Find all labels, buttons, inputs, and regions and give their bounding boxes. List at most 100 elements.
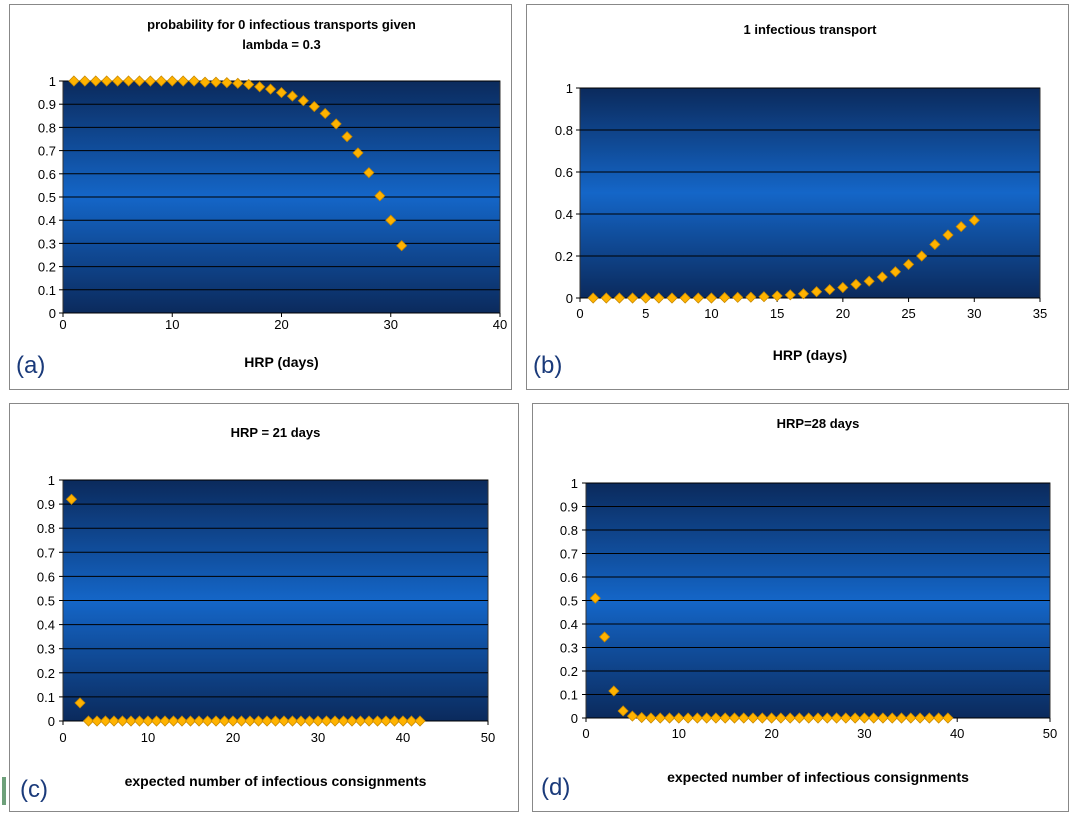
- data-point: [380, 715, 392, 727]
- y-tick-label: 0: [48, 714, 55, 729]
- plot-area: [579, 87, 1041, 299]
- data-point: [719, 292, 731, 304]
- data-point: [243, 78, 255, 91]
- y-tick-label: 0.6: [38, 167, 56, 182]
- x-tick-label: 50: [1043, 726, 1057, 741]
- data-point: [388, 715, 401, 727]
- data-point: [101, 75, 113, 87]
- y-tick-label: 0.2: [38, 260, 56, 275]
- data-point: [188, 75, 200, 87]
- chart-title: HRP=28 days: [777, 416, 860, 431]
- data-point: [682, 712, 694, 724]
- y-tick-label: 0.1: [560, 688, 578, 703]
- y-tick-label: 0.8: [38, 120, 56, 135]
- data-point: [385, 214, 397, 226]
- y-tick-label: 1: [49, 74, 56, 89]
- data-point: [821, 712, 833, 724]
- data-point: [184, 715, 197, 727]
- data-point: [397, 715, 409, 727]
- data-point: [112, 75, 124, 87]
- y-tick-label: 0.3: [37, 642, 55, 657]
- chart-title: HRP = 21 days: [231, 425, 321, 440]
- data-point: [354, 715, 367, 727]
- data-point: [824, 284, 836, 296]
- x-tick-label: 40: [396, 730, 410, 745]
- data-point: [849, 712, 861, 724]
- data-point: [252, 715, 265, 727]
- data-point: [617, 705, 629, 717]
- data-point: [598, 631, 611, 643]
- y-tick-label: 0.4: [560, 617, 578, 632]
- data-point: [65, 493, 78, 505]
- data-point: [929, 238, 941, 251]
- x-tick-label: 30: [857, 726, 871, 741]
- data-point: [613, 292, 625, 304]
- data-point: [329, 715, 341, 727]
- panel-tag-b: (b): [533, 352, 563, 379]
- data-point: [868, 712, 880, 724]
- data-point: [133, 715, 146, 727]
- chart-title: probability for 0 infectious transports …: [147, 17, 416, 32]
- y-tick-label: 0.4: [555, 207, 573, 222]
- data-point: [895, 712, 908, 724]
- chart-svg-a: 00.10.20.30.40.50.60.70.80.910 10 20 30 40pr…: [38, 17, 507, 370]
- accent-bar: [2, 777, 6, 805]
- data-point: [691, 712, 703, 724]
- data-point: [745, 291, 757, 303]
- data-point: [797, 288, 809, 300]
- y-tick-label: 0.8: [37, 521, 55, 536]
- data-point: [193, 715, 205, 727]
- data-point: [346, 715, 358, 727]
- data-point: [142, 715, 154, 727]
- chart-panel-b: 0 0.2 0.4 0.6 0.8 1 0 5 10 15 20 25 30 35 1 infectious…: [526, 4, 1069, 390]
- x-tick-label: 50: [481, 730, 495, 745]
- data-point: [766, 712, 778, 724]
- y-tick-label: 0: [566, 291, 573, 306]
- x-tick-label: 25: [901, 306, 915, 321]
- x-tick-label: 0: [59, 730, 66, 745]
- data-point: [793, 712, 806, 724]
- y-tick-label: 0.5: [37, 594, 55, 609]
- y-tick-label: 0.9: [38, 97, 56, 112]
- data-point: [330, 118, 342, 130]
- x-tick-label: 40: [493, 317, 507, 332]
- data-point: [627, 292, 639, 304]
- y-tick-label: 1: [48, 473, 55, 488]
- data-point: [663, 712, 676, 724]
- y-tick-label: 0: [49, 306, 56, 321]
- x-tick-label: 10: [165, 317, 179, 332]
- data-point: [719, 712, 731, 724]
- data-point: [955, 221, 967, 233]
- y-tick-label: 0.5: [560, 594, 578, 609]
- data-point: [363, 167, 375, 179]
- x-tick-label: 20: [764, 726, 778, 741]
- data-point: [232, 77, 244, 89]
- chart-panel-d: 0 0.1 0.2 0.3 0.4 0.5 0.6 0.7 0.8 0.9 1 0 10 20 30 40 50…: [532, 403, 1069, 812]
- y-tick-label: 0.7: [37, 545, 55, 560]
- data-point: [176, 715, 188, 727]
- data-point: [803, 712, 815, 724]
- panel-tag-c: (c): [20, 776, 48, 803]
- data-point: [341, 131, 353, 143]
- x-tick-label: 20: [836, 306, 850, 321]
- data-point: [133, 75, 146, 87]
- y-tick-label: 1: [566, 81, 573, 96]
- x-tick-label: 0: [576, 306, 583, 321]
- data-point: [405, 715, 418, 727]
- data-point: [858, 712, 870, 724]
- data-point: [784, 712, 796, 724]
- y-tick-label: 0.2: [37, 666, 55, 681]
- x-tick-label: 20: [226, 730, 240, 745]
- data-point: [261, 715, 273, 727]
- data-point: [587, 292, 599, 304]
- data-point: [942, 712, 954, 724]
- x-tick-label: 20: [274, 317, 288, 332]
- data-point: [653, 292, 665, 304]
- x-axis-label: HRP (days): [244, 354, 318, 370]
- data-point: [903, 258, 915, 270]
- data-point: [79, 75, 91, 87]
- x-tick-label: 40: [950, 726, 964, 741]
- data-point: [771, 290, 783, 302]
- chart-title: lambda = 0.3: [242, 37, 320, 52]
- data-point: [775, 712, 787, 724]
